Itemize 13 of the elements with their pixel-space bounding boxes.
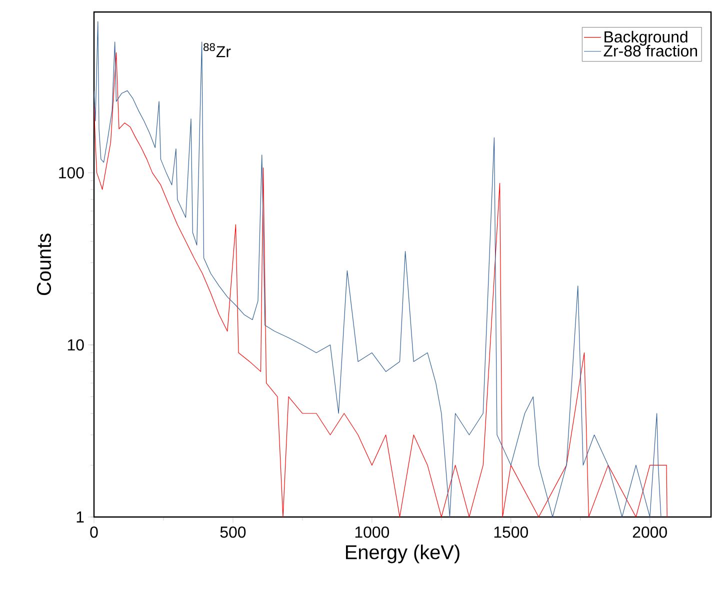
x-tick-label: 2000 [632,526,667,538]
legend-label: Background [604,30,688,46]
y-tick-label: 1 [76,512,84,522]
y-tick-label: 10 [68,339,84,351]
x-tick-label: 0 [90,526,98,538]
y-axis-title: Counts [36,234,52,296]
x-tick-label: 1000 [355,526,390,538]
annotation: $^{88}$Zr [204,43,231,58]
legend-label: Zr-88 fraction [604,44,698,57]
x-tick-label: 500 [220,526,246,538]
y-tick-label: 100 [59,167,84,178]
x-tick-label: 1500 [494,526,528,538]
x-axis-title: Energy (keV) [346,544,460,564]
